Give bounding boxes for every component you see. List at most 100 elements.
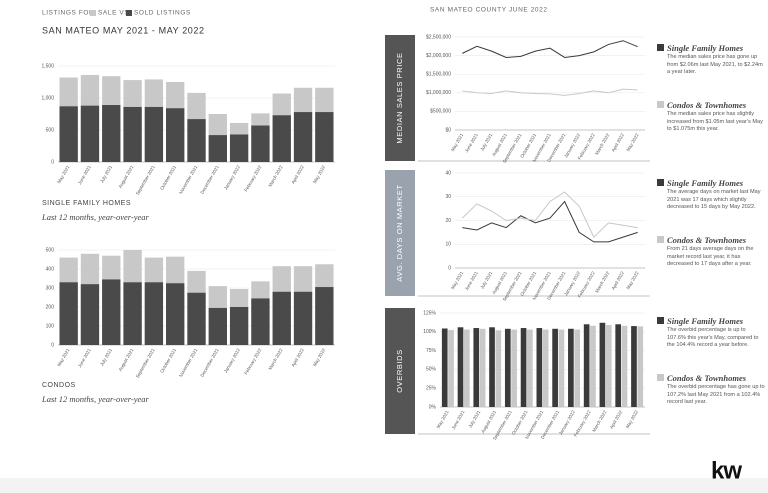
caption-title: SINGLE FAMILY HOMES <box>42 200 131 207</box>
legend-swatch <box>657 44 664 51</box>
x-tick-label: March 2022 <box>267 164 283 188</box>
x-tick-label: April 2022 <box>290 164 305 184</box>
bar <box>615 324 622 407</box>
x-tick-label: May 2022 <box>312 347 326 367</box>
x-tick-label: October 2021 <box>511 409 529 436</box>
legend-swatch <box>90 10 96 16</box>
bar <box>441 328 448 407</box>
line <box>461 191 638 238</box>
footer-band <box>0 478 768 493</box>
y-tick-label: 500 <box>46 127 55 133</box>
y-tick-label: 0% <box>429 404 437 410</box>
logo: kw <box>711 457 742 484</box>
bar <box>473 328 480 407</box>
x-tick-label: July 2021 <box>479 132 493 152</box>
bar <box>102 279 121 345</box>
bar <box>187 292 206 345</box>
legend-label: Condos & Townhomes <box>667 235 747 245</box>
legend-swatch <box>657 101 664 108</box>
caption-subtitle: Last 12 months, year-over-year <box>41 394 150 404</box>
bar <box>621 325 628 407</box>
note: The median sales price has gone up from … <box>667 54 763 76</box>
bar <box>536 328 543 407</box>
bar <box>520 328 527 407</box>
bar <box>583 324 590 407</box>
y-tick-label: 125% <box>423 310 436 316</box>
bar <box>272 115 291 162</box>
x-tick-label: July 2021 <box>467 409 481 429</box>
x-tick-label: September 2021 <box>135 347 156 379</box>
bar <box>229 307 249 345</box>
y-tick-label: 30 <box>445 194 451 200</box>
x-tick-label: June 2021 <box>77 347 92 368</box>
bar <box>102 105 121 162</box>
x-tick-label: May 2022 <box>625 132 639 152</box>
x-tick-label: January 2022 <box>558 409 576 436</box>
caption-title: CONDOS <box>42 382 76 389</box>
x-tick-label: May 2021 <box>56 347 70 367</box>
y-tick-label: 75% <box>426 348 437 354</box>
x-tick-label: July 2021 <box>99 164 113 184</box>
legend-label: Single Family Homes <box>667 43 744 53</box>
x-tick-label: March 2022 <box>594 270 610 294</box>
y-tick-label: 0 <box>448 265 451 271</box>
x-tick-label: June 2021 <box>464 270 479 291</box>
x-tick-label: May 2022 <box>312 164 326 184</box>
y-tick-label: 1,500 <box>41 63 54 69</box>
bar <box>574 329 581 407</box>
bar <box>463 329 470 407</box>
bar <box>495 330 502 407</box>
x-tick-label: July 2021 <box>99 347 113 367</box>
bar <box>631 326 637 407</box>
y-tick-label: 25% <box>426 386 437 392</box>
x-tick-label: April 2022 <box>609 409 624 429</box>
x-tick-label: May 2021 <box>56 164 70 184</box>
caption-subtitle: Last 12 months, year-over-year <box>41 212 150 222</box>
x-tick-label: March 2022 <box>591 409 607 433</box>
bar <box>489 327 495 407</box>
x-tick-label: January 2022 <box>223 347 241 374</box>
bar <box>208 307 227 345</box>
x-tick-label: October 2021 <box>159 164 177 191</box>
note: The median sales price has slightly incr… <box>667 111 763 133</box>
right-title: SAN MATEO COUNTY JUNE 2022 <box>430 7 548 14</box>
bar <box>605 325 612 407</box>
y-tick-label: 400 <box>46 266 55 272</box>
y-tick-label: 20 <box>445 218 451 224</box>
y-tick-label: $0 <box>445 127 451 133</box>
y-tick-label: 40 <box>445 170 451 176</box>
line <box>462 88 638 96</box>
x-tick-label: February 2022 <box>243 164 262 192</box>
x-tick-label: August 2021 <box>480 409 497 434</box>
x-tick-label: February 2022 <box>573 409 592 437</box>
bar <box>80 284 100 345</box>
y-tick-label: 200 <box>46 304 55 310</box>
x-tick-label: October 2021 <box>159 347 177 374</box>
line <box>462 200 638 243</box>
panel-label-box <box>385 170 415 296</box>
note: The overbid percentage is up to 107.6% t… <box>667 327 759 349</box>
x-tick-label: April 2022 <box>611 270 626 290</box>
legend-swatch <box>657 179 664 186</box>
x-tick-label: June 2021 <box>464 132 479 153</box>
x-tick-label: November 2021 <box>178 347 199 378</box>
line <box>462 40 638 58</box>
y-tick-label: $1,500,000 <box>426 72 451 78</box>
x-tick-label: March 2022 <box>594 132 610 156</box>
x-tick-label: May 2022 <box>625 409 639 429</box>
bar <box>558 329 565 407</box>
y-tick-label: 0 <box>51 342 54 348</box>
legend-label: Condos & Townhomes <box>667 100 747 110</box>
note: From 21 days average days on the market … <box>667 246 754 268</box>
bar <box>637 326 644 407</box>
x-tick-label: December 2021 <box>199 347 220 378</box>
legend-swatch <box>657 236 664 243</box>
bar <box>457 327 464 407</box>
bar <box>59 106 78 162</box>
note: The overbid percentage has gone up to 10… <box>667 384 765 406</box>
y-tick-label: $2,500,000 <box>426 34 451 40</box>
y-tick-label: 0 <box>51 159 54 165</box>
legend-prefix: LISTINGS FOR <box>42 10 94 17</box>
